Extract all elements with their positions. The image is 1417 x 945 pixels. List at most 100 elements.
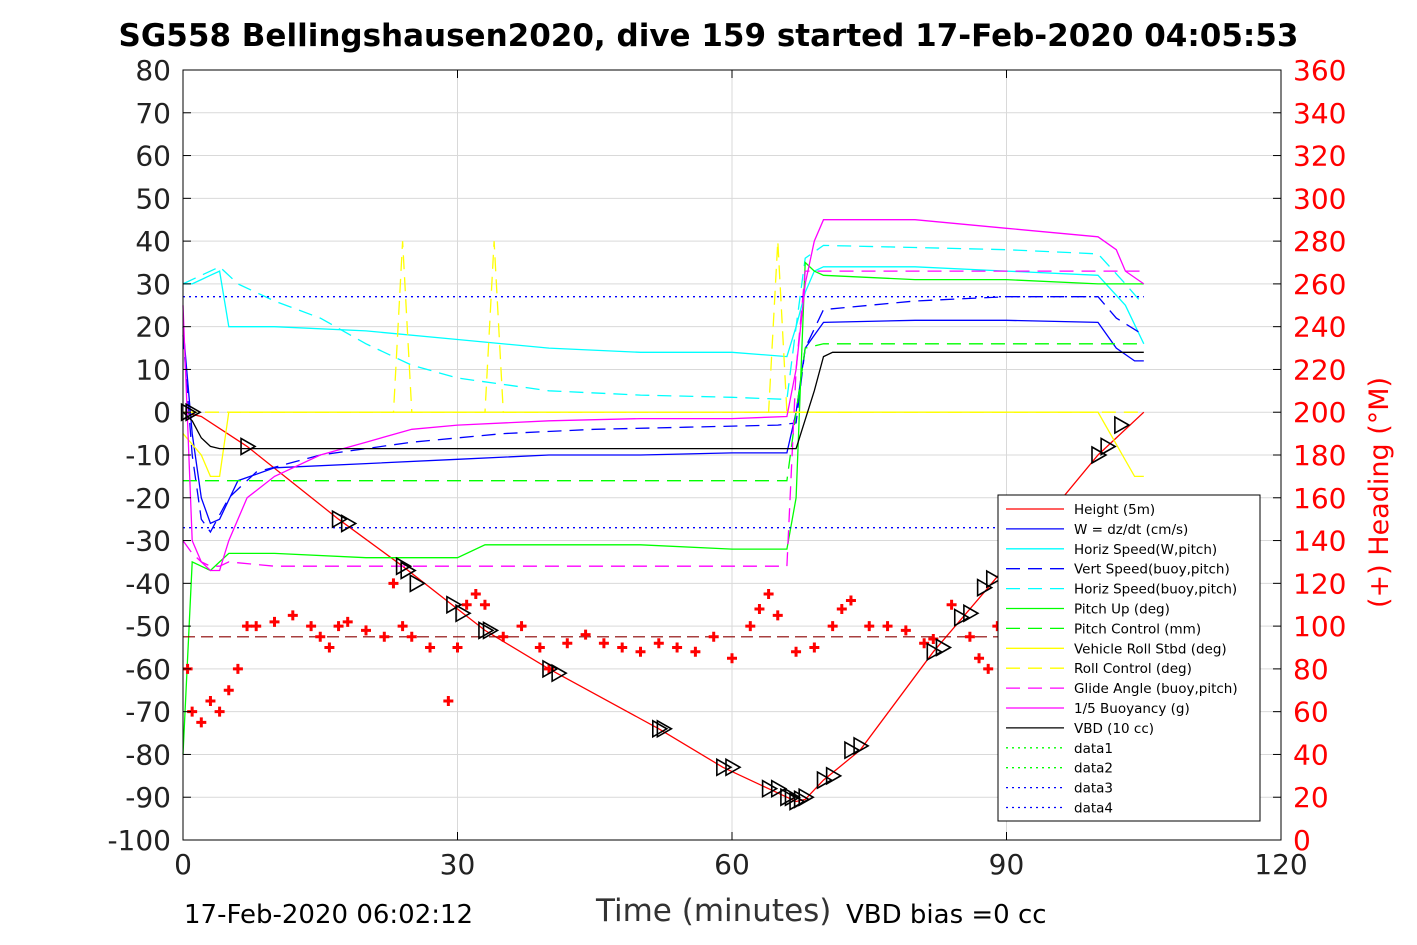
y2-tick-label: 0 [1293,824,1311,857]
y-tick-label: 10 [135,353,171,386]
heading-point [754,604,765,614]
heading-point [946,599,957,610]
heading-point [964,631,975,642]
series-line-2 [183,266,1145,358]
heading-point [763,589,774,600]
series-line-0 [182,411,1145,803]
heading-point [635,646,646,657]
height-marker [953,608,971,627]
y-tick-label: 60 [135,140,171,173]
y-tick-label: 80 [135,54,171,87]
y-tick-label: 0 [153,396,171,429]
heading-point [425,642,436,653]
height-marker [180,402,198,422]
height-marker [926,642,943,662]
legend-label-10: 1/5 Buoyancy (g) [1074,701,1190,717]
heading-point [342,616,353,627]
heading-point [242,621,253,632]
height-marker [340,514,358,533]
heading-point [727,653,737,664]
y2-tick-label: 340 [1293,97,1346,130]
heading-point [306,621,317,632]
heading-point [580,629,591,640]
heading-point [690,646,701,657]
legend-label-7: Vehicle Roll Stbd (deg) [1074,641,1227,657]
y-tick-label: -10 [125,439,171,472]
heading-point [196,717,207,728]
y-tick-label: -70 [125,696,171,729]
series-line-3 [182,296,1145,534]
heading-point [406,631,417,642]
heading-point [205,695,216,706]
height-marker [1114,415,1131,435]
y2-tick-label: 140 [1293,525,1346,558]
heading-point [974,653,985,664]
y-tick-label: 40 [135,225,171,258]
y-tick-label: -30 [125,525,171,558]
heading-point [617,642,628,653]
series-line-1 [182,319,1144,525]
heading-point [452,642,463,653]
height-marker [331,509,349,529]
heading-point [598,638,609,649]
legend-label-2: Horiz Speed(W,pitch) [1074,542,1217,558]
plot-series [182,219,1145,803]
height-marker [716,757,733,777]
series-line-7 [182,411,1144,478]
chart-title: SG558 Bellingshausen2020, dive 159 start… [118,18,1299,54]
heading-point [443,695,454,706]
heading-point [516,621,527,632]
y2-tick-label: 300 [1293,182,1346,215]
legend-label-14: data3 [1074,781,1113,797]
heading-point [379,631,390,642]
height-marker [853,736,870,756]
height-marker [825,766,843,786]
heading-point [534,642,545,653]
height-marker [963,603,980,623]
height-marker [844,740,861,760]
y2-tick-label: 40 [1293,738,1329,771]
y2-tick-label: 220 [1293,353,1346,386]
height-marker [780,787,797,807]
heading-point [827,621,838,632]
y-tick-label: 30 [135,268,171,301]
x-tick-label: 30 [440,848,476,881]
heading-point [269,616,280,627]
legend-label-0: Height (5m) [1074,502,1155,518]
heading-point [287,610,298,621]
y-tick-label: -50 [125,610,171,643]
heading-point [836,604,847,614]
y2-tick-label: 100 [1293,610,1346,643]
height-marker [409,573,426,593]
legend[interactable]: Height (5m) W = dz/dt (cm/s) Horiz Speed(W… [997,494,1261,822]
heading-point [251,621,262,632]
y2-tick-label: 280 [1293,225,1346,258]
height-marker [761,779,779,799]
legend-label-8: Roll Control (deg) [1074,661,1192,677]
y2-axis-label: (+) Heading (°M) [1364,376,1395,608]
legend-label-1: W = dz/dt (cm/s) [1074,522,1188,538]
height-marker [240,437,257,456]
heading-point [772,610,783,621]
heading-point [900,625,911,636]
heading-point [791,646,802,657]
heading-point [708,631,719,642]
legend-label-3: Vert Speed(buoy,pitch) [1074,562,1230,578]
y-tick-label: 50 [135,182,171,215]
height-marker [542,659,559,679]
legend-label-6: Pitch Control (mm) [1074,621,1201,637]
y-tick-label: -90 [125,781,171,814]
heading-point [809,642,820,653]
heading-point [397,621,408,632]
end-time-text: 17-Feb-2020 06:02:12 [184,900,474,930]
heading-point [479,599,490,610]
y2-tick-label: 240 [1293,311,1346,344]
series-line-11 [182,351,1144,450]
series-line-4 [182,244,1145,401]
heading-point [315,631,326,642]
y2-tick-label: 80 [1293,653,1329,686]
height-marker [446,595,463,615]
height-marker [455,603,472,623]
y2-tick-label: 180 [1293,439,1346,472]
